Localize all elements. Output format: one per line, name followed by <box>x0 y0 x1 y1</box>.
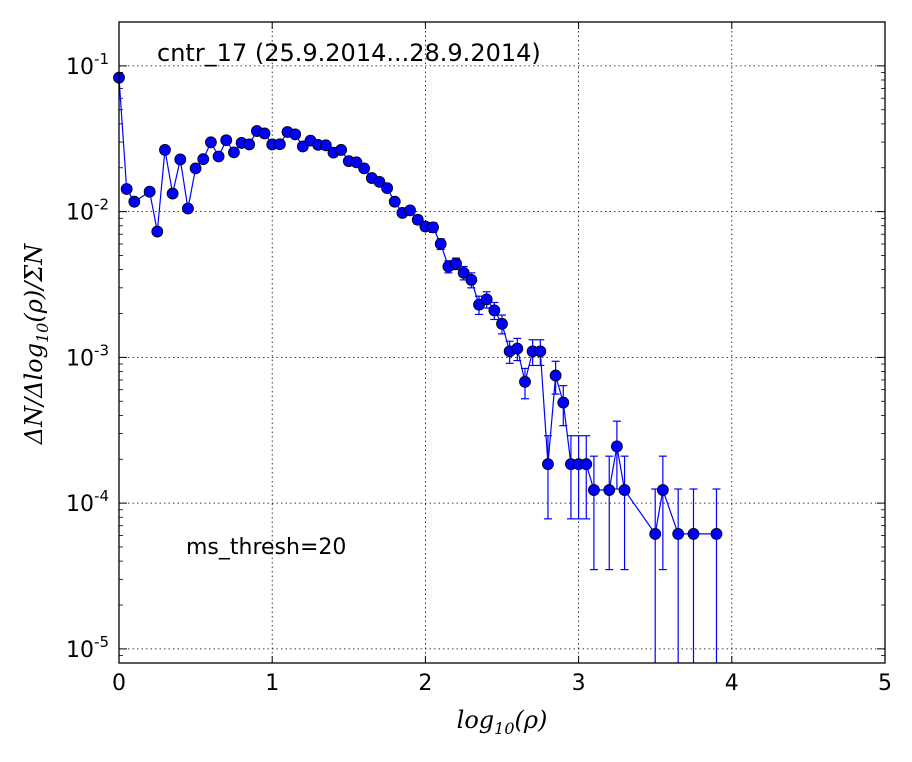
data-point <box>319 139 332 152</box>
y-tick-label: 10-2 <box>66 196 109 226</box>
x-tick-label: 1 <box>265 671 279 696</box>
data-point <box>549 369 562 382</box>
data-point <box>434 238 447 250</box>
x-axis-label: log10(ρ) <box>457 706 548 738</box>
data-point <box>289 128 302 141</box>
grid-lines <box>118 22 886 663</box>
data-point <box>166 187 179 200</box>
data-point <box>120 183 133 195</box>
data-point <box>143 185 156 198</box>
x-tick-label: 4 <box>725 671 739 696</box>
data-point <box>212 150 225 163</box>
data-point <box>687 527 700 540</box>
data-point <box>557 396 570 409</box>
data-point <box>611 440 623 453</box>
y-tick-label: 10-1 <box>66 50 109 80</box>
data-point <box>335 144 348 156</box>
plot-frame <box>118 21 886 664</box>
data-point <box>220 134 233 147</box>
data-point <box>258 127 271 140</box>
data-point <box>710 527 723 540</box>
data-point <box>227 146 240 159</box>
data-point <box>404 204 416 217</box>
data-point <box>656 484 669 496</box>
annotation-ms-thresh: ms_thresh=20 <box>186 535 346 560</box>
data-point <box>588 484 600 496</box>
y-tick-label: 10-3 <box>66 341 109 371</box>
data-point <box>511 342 524 355</box>
data-point <box>128 195 141 208</box>
data-point <box>388 195 401 208</box>
y-tick-label: 10-4 <box>66 487 109 517</box>
y-tick-label: 10-5 <box>66 633 109 663</box>
x-tick-label: 5 <box>878 671 892 696</box>
data-point <box>358 162 371 175</box>
data-point <box>649 527 662 540</box>
data-point <box>151 225 164 238</box>
data-series <box>113 71 723 663</box>
axis-ticks <box>118 21 886 664</box>
data-point <box>243 138 256 151</box>
data-point <box>159 144 171 156</box>
data-point <box>519 375 531 388</box>
data-point <box>205 136 217 149</box>
y-tick-labels: 10-5 10-4 10-3 10-2 10-1 <box>66 50 109 663</box>
data-point <box>542 458 554 471</box>
data-point <box>496 317 508 330</box>
x-tick-label: 2 <box>418 671 432 696</box>
data-point <box>465 274 478 286</box>
data-point <box>603 484 616 496</box>
data-point <box>618 484 631 496</box>
x-tick-label: 3 <box>572 671 586 696</box>
x-tick-labels: 0 1 2 3 4 5 <box>112 671 892 696</box>
data-point <box>534 345 547 358</box>
data-point <box>450 257 462 270</box>
data-point <box>182 202 194 215</box>
data-point <box>427 221 439 234</box>
data-point <box>350 156 363 169</box>
data-point <box>480 293 493 306</box>
data-point <box>197 153 210 166</box>
data-point <box>174 153 187 166</box>
series-line <box>118 77 717 536</box>
data-point <box>488 304 501 317</box>
data-point <box>273 138 286 151</box>
data-point <box>411 213 424 226</box>
x-tick-label: 0 <box>112 671 126 696</box>
y-axis-label: ΔN/Δlog10(ρ)/ΣN <box>20 243 52 446</box>
data-point <box>189 162 202 175</box>
data-point <box>672 527 685 540</box>
data-point <box>373 175 386 188</box>
data-point <box>580 458 593 471</box>
data-point <box>381 182 394 195</box>
data-point <box>457 266 470 279</box>
chart-title: cntr_17 (25.9.2014...28.9.2014) <box>157 39 541 67</box>
